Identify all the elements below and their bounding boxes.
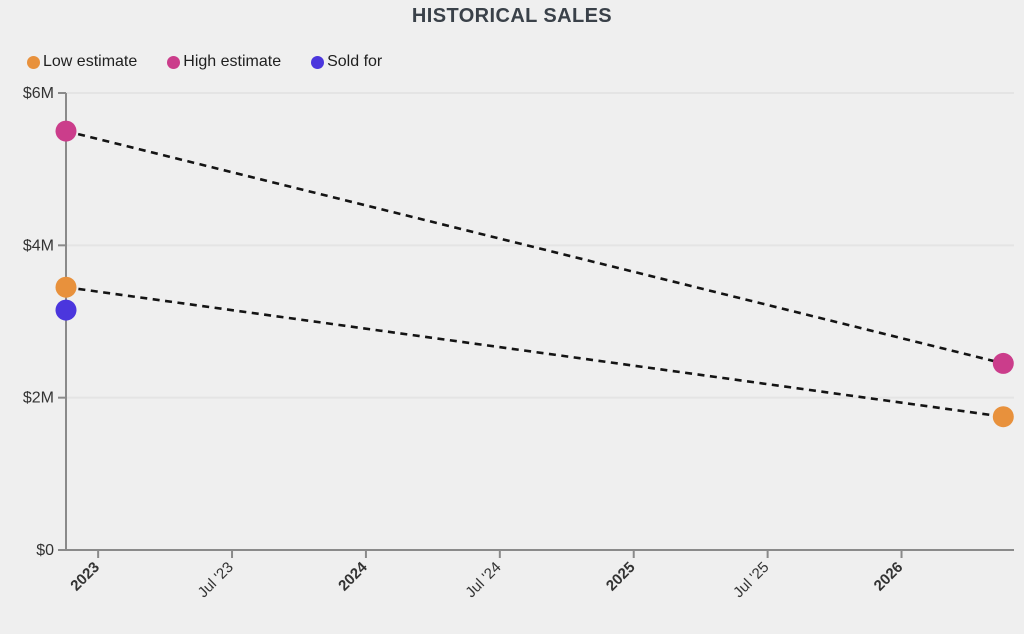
legend-item-high-estimate[interactable]: High estimate — [167, 53, 281, 71]
data-point-high-estimate[interactable] — [55, 120, 77, 142]
x-tick-label: 2023 — [67, 559, 103, 595]
x-tick-label: 2024 — [335, 558, 371, 594]
legend-label-high-estimate: High estimate — [183, 53, 282, 70]
y-tick-label: $4M — [23, 237, 54, 254]
data-point-sold-for[interactable] — [55, 299, 77, 321]
y-tick-label: $0 — [36, 542, 54, 559]
y-tick-label: $2M — [23, 390, 54, 407]
x-tick-label: Jul '24 — [462, 559, 504, 601]
legend-label-low-estimate: Low estimate — [43, 53, 138, 70]
x-tick-label: Jul '25 — [730, 559, 772, 601]
high-estimate-dot-icon — [167, 55, 181, 69]
data-point-low-estimate[interactable] — [55, 276, 77, 298]
chart-title: HISTORICAL SALES — [411, 5, 613, 27]
trend-line-low-estimate — [65, 285, 1004, 418]
x-tick-label: 2025 — [603, 559, 639, 595]
legend-label-sold-for: Sold for — [327, 53, 383, 70]
x-tick-label: Jul '23 — [195, 559, 237, 601]
legend: Low estimate High estimate Sold for — [27, 53, 382, 71]
sold-for-dot-icon — [311, 55, 325, 69]
trend-line-high-estimate — [65, 129, 1004, 365]
legend-item-sold-for[interactable]: Sold for — [311, 53, 382, 71]
legend-item-low-estimate[interactable]: Low estimate — [27, 53, 137, 71]
low-estimate-dot-icon — [27, 55, 40, 69]
data-point-low-estimate[interactable] — [992, 406, 1014, 428]
x-tick-label: 2026 — [871, 559, 907, 595]
data-point-high-estimate[interactable] — [992, 352, 1014, 374]
y-tick-label: $6M — [23, 85, 54, 102]
